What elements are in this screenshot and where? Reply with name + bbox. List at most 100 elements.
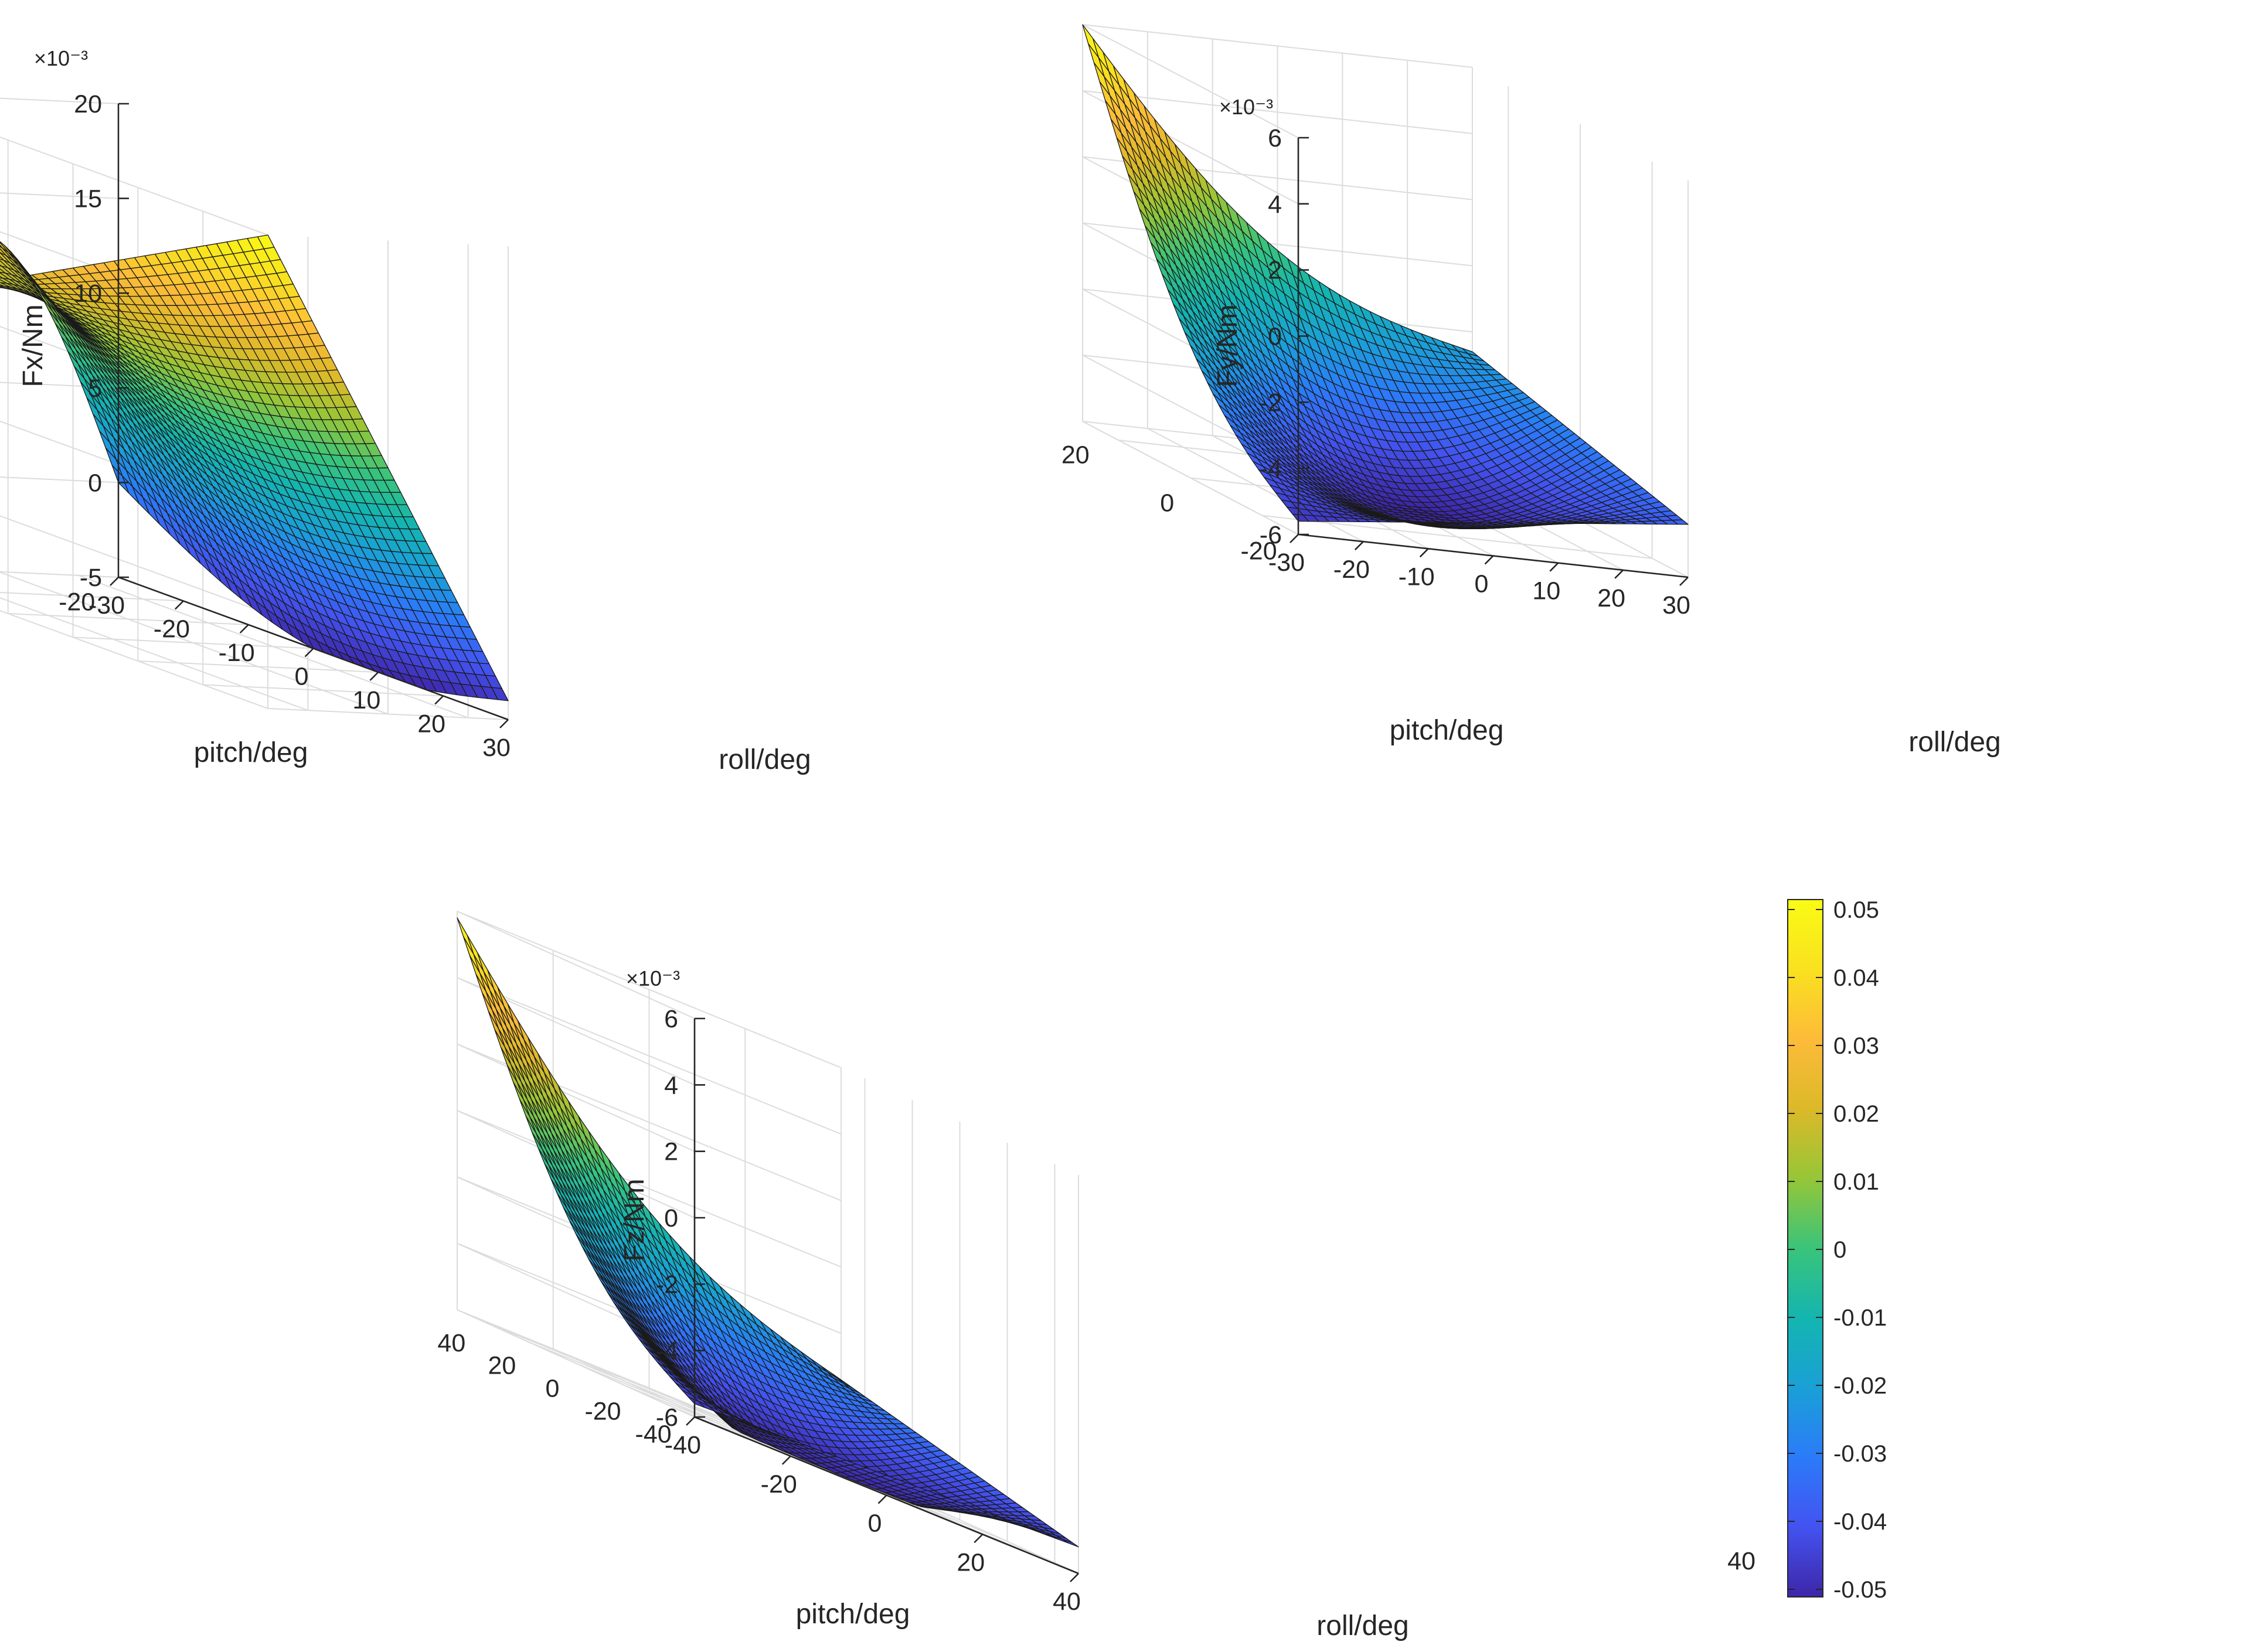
- colorbar-tick-label: -0.04: [1833, 1509, 1887, 1535]
- colorbar-tick-label: 0: [1833, 1237, 1846, 1263]
- fx-floor-grid-y: [0, 597, 308, 711]
- fx-z-tick-label: 15: [74, 185, 102, 213]
- colorbar-tick-label: -0.02: [1833, 1373, 1887, 1399]
- fy-z-tick-label: 2: [1268, 257, 1282, 285]
- colorbar-gradient: [1787, 899, 1823, 1597]
- fx-wall-grid-z: [0, 476, 268, 615]
- fx-surface: [0, 234, 509, 701]
- colorbar-tick-label: 0.01: [1833, 1169, 1879, 1195]
- fz-x-tick: [1070, 1573, 1079, 1582]
- colorbar-tick-label: 0.05: [1833, 897, 1879, 923]
- fy-x-tick-label: 30: [1662, 591, 1690, 619]
- fx-x-tick-label: 0: [295, 663, 309, 691]
- fx-x-tick-label: -20: [154, 615, 190, 643]
- fy-x-tick: [1679, 577, 1689, 586]
- fx-x-tick-label: 20: [417, 710, 445, 738]
- fy-x-tick: [1354, 541, 1364, 551]
- colorbar-tick-label: -0.01: [1833, 1305, 1887, 1331]
- fy-x-tick-label: -20: [1333, 556, 1370, 584]
- fy-x-tick-label: -10: [1399, 563, 1435, 591]
- fy-y-label: pitch/deg: [1390, 715, 1504, 746]
- fx-exponent: ×10⁻³: [34, 46, 88, 70]
- colorbar-tick-label: 0.04: [1833, 965, 1879, 991]
- fz-z-tick-label: 0: [664, 1204, 678, 1232]
- fx-y-label: pitch/deg: [194, 737, 308, 768]
- fz-z-tick-label: -2: [656, 1270, 678, 1299]
- fx-z-tick-label: 10: [74, 280, 102, 308]
- fz-exponent: ×10⁻³: [626, 966, 680, 990]
- fy-x-tick: [1289, 534, 1299, 543]
- colorbar-tick-label: 0.02: [1833, 1101, 1879, 1127]
- fz-z-tick-label: 6: [664, 1005, 678, 1033]
- colorbar: 0.05 0.04 0.03 0.02 0.01 0 -0.01 -0.02 -0.03 -0.0…: [1727, 897, 1887, 1603]
- fy-z-label: Fy/Nm: [1212, 304, 1243, 387]
- fy-x-tick: [1549, 562, 1559, 572]
- fy-z-tick-label: 6: [1268, 124, 1282, 152]
- fx-x-tick: [174, 600, 184, 610]
- fz-x-tick: [781, 1455, 791, 1465]
- fz-y-label: pitch/deg: [796, 1599, 910, 1630]
- fy-y-tick-label: 0: [1160, 489, 1174, 517]
- fz-x-tick-label: 0: [868, 1510, 882, 1538]
- fz-x-tick-label: 40: [1053, 1588, 1081, 1616]
- fx-x-tick-label: -30: [89, 591, 125, 619]
- fx-z-tick-label: 20: [74, 90, 102, 118]
- fx-x-tick: [110, 577, 119, 586]
- fx-y-tick-label: -20: [59, 588, 95, 616]
- fz-x-tick: [974, 1534, 984, 1544]
- fz-y-tick-label: 0: [546, 1375, 560, 1403]
- fx-z-label: Fx/Nm: [18, 304, 49, 387]
- fx-z-tick-label: 0: [88, 469, 102, 497]
- fx-surface-face: [111, 465, 130, 493]
- fz-surface: [457, 917, 1079, 1548]
- fz-x-label: roll/deg: [1316, 1610, 1408, 1641]
- fy-x-tick: [1484, 555, 1494, 565]
- fz-x-tick-label: 20: [957, 1548, 985, 1576]
- fy-x-tick-label: 20: [1597, 584, 1625, 612]
- fy-z-tick-label: 4: [1268, 190, 1282, 219]
- fy-x-tick-label: 0: [1475, 570, 1489, 598]
- colorbar-tick-label: -0.05: [1833, 1577, 1887, 1603]
- fz-x-tick: [877, 1494, 887, 1504]
- fy-x-tick: [1419, 548, 1429, 558]
- fx-wall-grid-z: [0, 97, 268, 236]
- fx-x-tick: [434, 695, 444, 705]
- fx-z-tick-label: -5: [80, 564, 102, 592]
- fz-y-tick-label: -20: [584, 1397, 621, 1425]
- fz-x-tick: [686, 1416, 695, 1426]
- fx-z-tick-label: 5: [88, 374, 102, 403]
- fz-y-tick-label: -40: [635, 1420, 672, 1448]
- fy-y-tick-label: -20: [1240, 537, 1277, 566]
- fy-z-tick-label: -4: [1260, 455, 1282, 483]
- fx-x-tick: [304, 648, 314, 658]
- fz-z-tick-label: 2: [664, 1138, 678, 1166]
- fx-x-tick-label: 30: [482, 734, 511, 762]
- fz-z-tick-label: 4: [664, 1071, 678, 1099]
- fz-y-tick-label: 40: [437, 1329, 465, 1357]
- fy-x-label: roll/deg: [1908, 727, 2000, 758]
- fy-floor-grid-y: [1262, 515, 1652, 559]
- fx-x-label: roll/deg: [719, 744, 811, 775]
- fx-x-tick-label: 10: [352, 686, 380, 714]
- fy-x-tick-label: 10: [1532, 577, 1560, 605]
- fx-x-tick: [499, 719, 509, 728]
- fz-z-tick-label: -4: [656, 1337, 678, 1365]
- fx-floor-grid-y: [0, 571, 389, 715]
- colorbar-tick-label: -0.03: [1833, 1441, 1887, 1467]
- fy-surface: [1082, 24, 1689, 530]
- fx-floor-grid-y: [78, 574, 469, 718]
- colorbar-tick-label: 0.03: [1833, 1033, 1879, 1059]
- fx-x-tick: [369, 672, 379, 681]
- fz-y-tick-label: 20: [488, 1352, 516, 1380]
- fy-exponent: ×10⁻³: [1219, 95, 1273, 119]
- fy-y-tick-label: 20: [1061, 441, 1090, 469]
- fy-z-tick-label: -2: [1260, 389, 1282, 417]
- fz-z-label: Fz/Nm: [619, 1178, 650, 1261]
- fy-z-tick-label: 0: [1268, 323, 1282, 351]
- fz-surface-face: [457, 917, 474, 955]
